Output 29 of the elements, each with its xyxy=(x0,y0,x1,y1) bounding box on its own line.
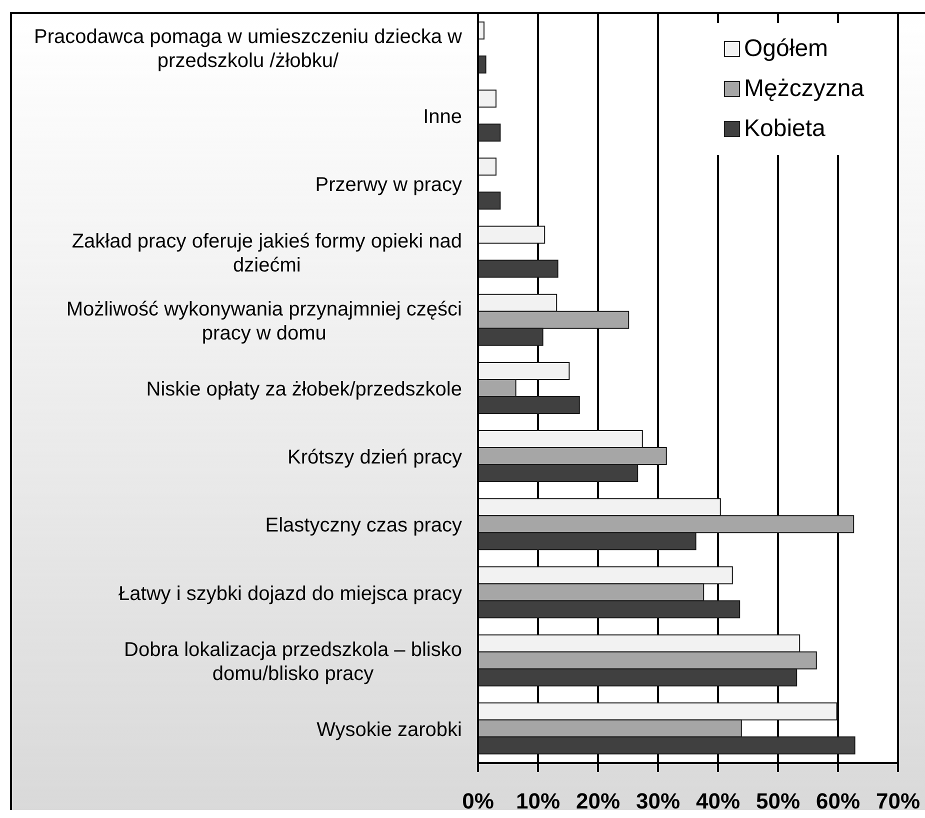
legend-label: Ogółem xyxy=(744,34,828,64)
y-tick-label: Elastyczny czas pracy xyxy=(265,514,462,537)
bar xyxy=(478,192,501,210)
y-tick-label: Niskie opłaty za żłobek/przedszkole xyxy=(146,378,462,400)
x-tick-label: 70% xyxy=(876,788,920,814)
x-tick-label: 20% xyxy=(576,788,620,814)
y-tick-label: Inne xyxy=(423,106,462,128)
y-tick-label: Zakład pracy oferuje jakieś formy opieki nad dziećmi xyxy=(72,230,462,276)
y-tick-label: Przerwy w pracy xyxy=(315,174,462,196)
bar xyxy=(478,56,486,74)
bar xyxy=(478,90,496,108)
y-tick-label: Dobra lokalizacja przedszkola – blisko domu/blisko pracy xyxy=(124,638,462,685)
legend-label: Mężczyzna xyxy=(744,74,864,104)
x-tick-label: 0% xyxy=(462,788,494,814)
y-tick-label: Pracodawca pomaga w umieszczeniu dziecka w przedszkolu /żłobku/ xyxy=(34,26,463,72)
y-tick-label: Krótszy dzień pracy xyxy=(287,446,462,469)
bar xyxy=(478,158,496,176)
bar xyxy=(478,124,501,142)
bar xyxy=(478,260,558,278)
x-tick-label: 60% xyxy=(816,788,860,814)
y-tick-label: Wysokie zarobki xyxy=(316,718,462,741)
x-tick-label: 30% xyxy=(636,788,680,814)
x-tick-label: 50% xyxy=(756,788,800,814)
y-tick-label: Możliwość wykonywania przynajmniej części pracy w domu xyxy=(66,298,462,344)
x-tick-label: 10% xyxy=(516,788,560,814)
y-tick-label: Łatwy i szybki dojazd do miejsca pracy xyxy=(118,582,462,605)
legend-label: Kobieta xyxy=(744,114,826,144)
x-tick-label: 40% xyxy=(696,788,740,814)
bar xyxy=(478,226,546,244)
